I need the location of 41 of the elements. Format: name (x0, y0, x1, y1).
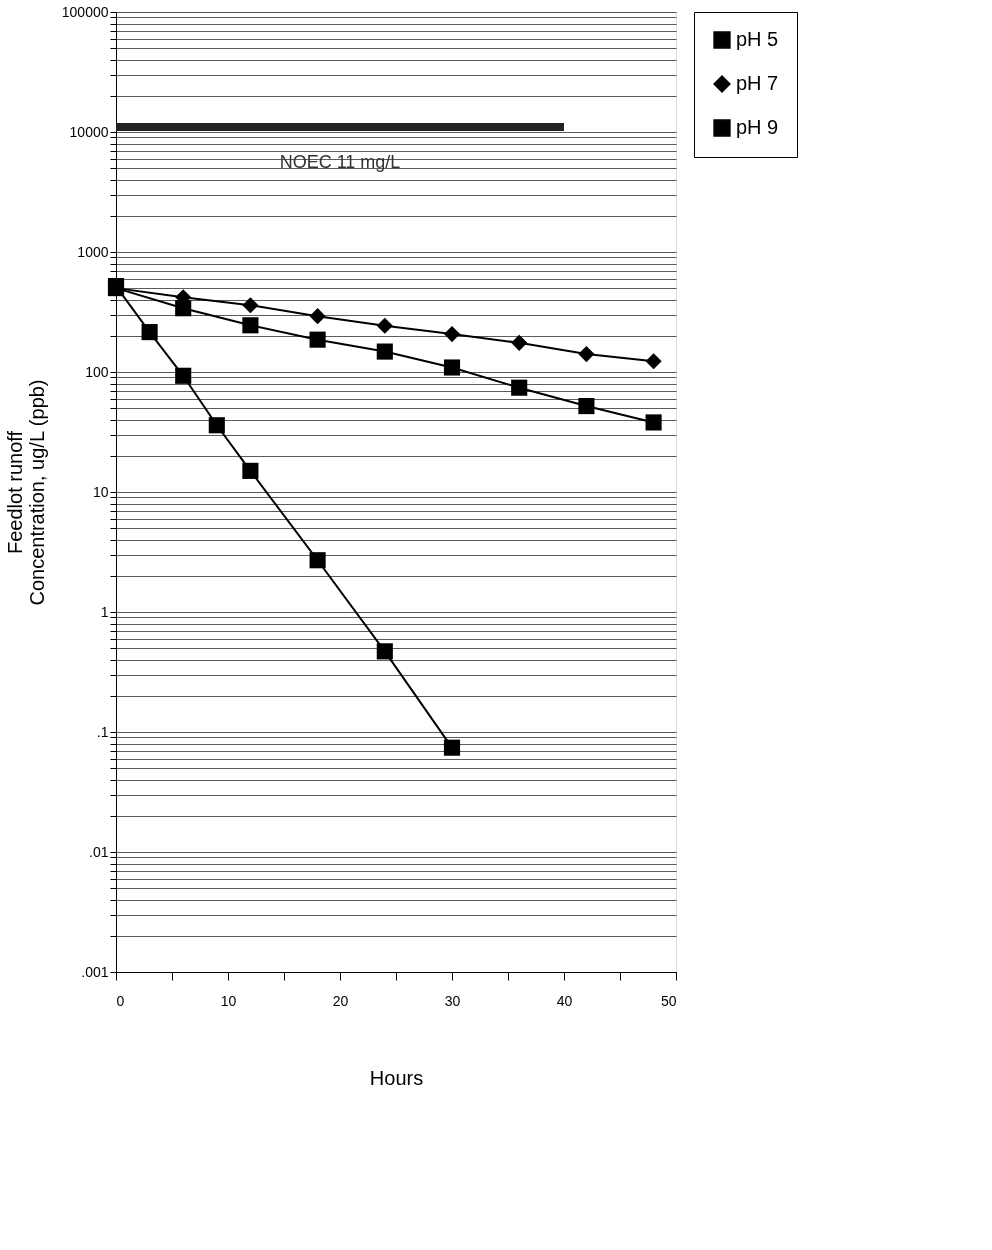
legend-label: pH 9 (736, 116, 779, 138)
point (208, 417, 225, 434)
legend-label: pH 5 (736, 28, 779, 50)
point (309, 552, 326, 569)
y-tick-label: .01 (89, 843, 109, 860)
point (511, 334, 528, 351)
point (242, 317, 259, 334)
point (376, 643, 393, 660)
point (309, 308, 326, 325)
x-tick-label: 50 (660, 992, 677, 1009)
y-axis-title: Feedlot runoff Concentration, ug/L (ppb) (3, 379, 48, 606)
point (645, 414, 662, 431)
y-tick-label: 100 (85, 363, 109, 380)
x-tick-label: 10 (220, 992, 237, 1009)
point (376, 343, 393, 360)
x-tick-label: 20 (332, 992, 349, 1009)
legend-label: pH 7 (736, 72, 779, 94)
y-tick-label: 1000 (77, 243, 109, 260)
x-tick-label: 40 (556, 992, 573, 1009)
point (578, 346, 595, 363)
point (443, 326, 461, 343)
point (578, 398, 595, 415)
y-tick-label: 10 (92, 483, 109, 500)
point (511, 379, 528, 396)
y-tick-label: 1 (100, 603, 109, 620)
point (443, 739, 461, 756)
y-tick-label: 100000 (61, 3, 109, 20)
point (645, 353, 662, 370)
y-tick-label: 10000 (69, 123, 109, 140)
point (443, 359, 461, 376)
point (376, 317, 393, 334)
point (175, 367, 192, 384)
point (242, 297, 259, 314)
x-axis-title: Hours (369, 1066, 424, 1089)
point (242, 462, 259, 479)
y-tick-label: .001 (81, 963, 109, 980)
y-tick-label: .1 (96, 723, 109, 740)
x-tick-label: 30 (444, 992, 461, 1009)
x-tick-label: 0 (116, 992, 125, 1009)
point (141, 324, 158, 341)
point (309, 331, 326, 348)
